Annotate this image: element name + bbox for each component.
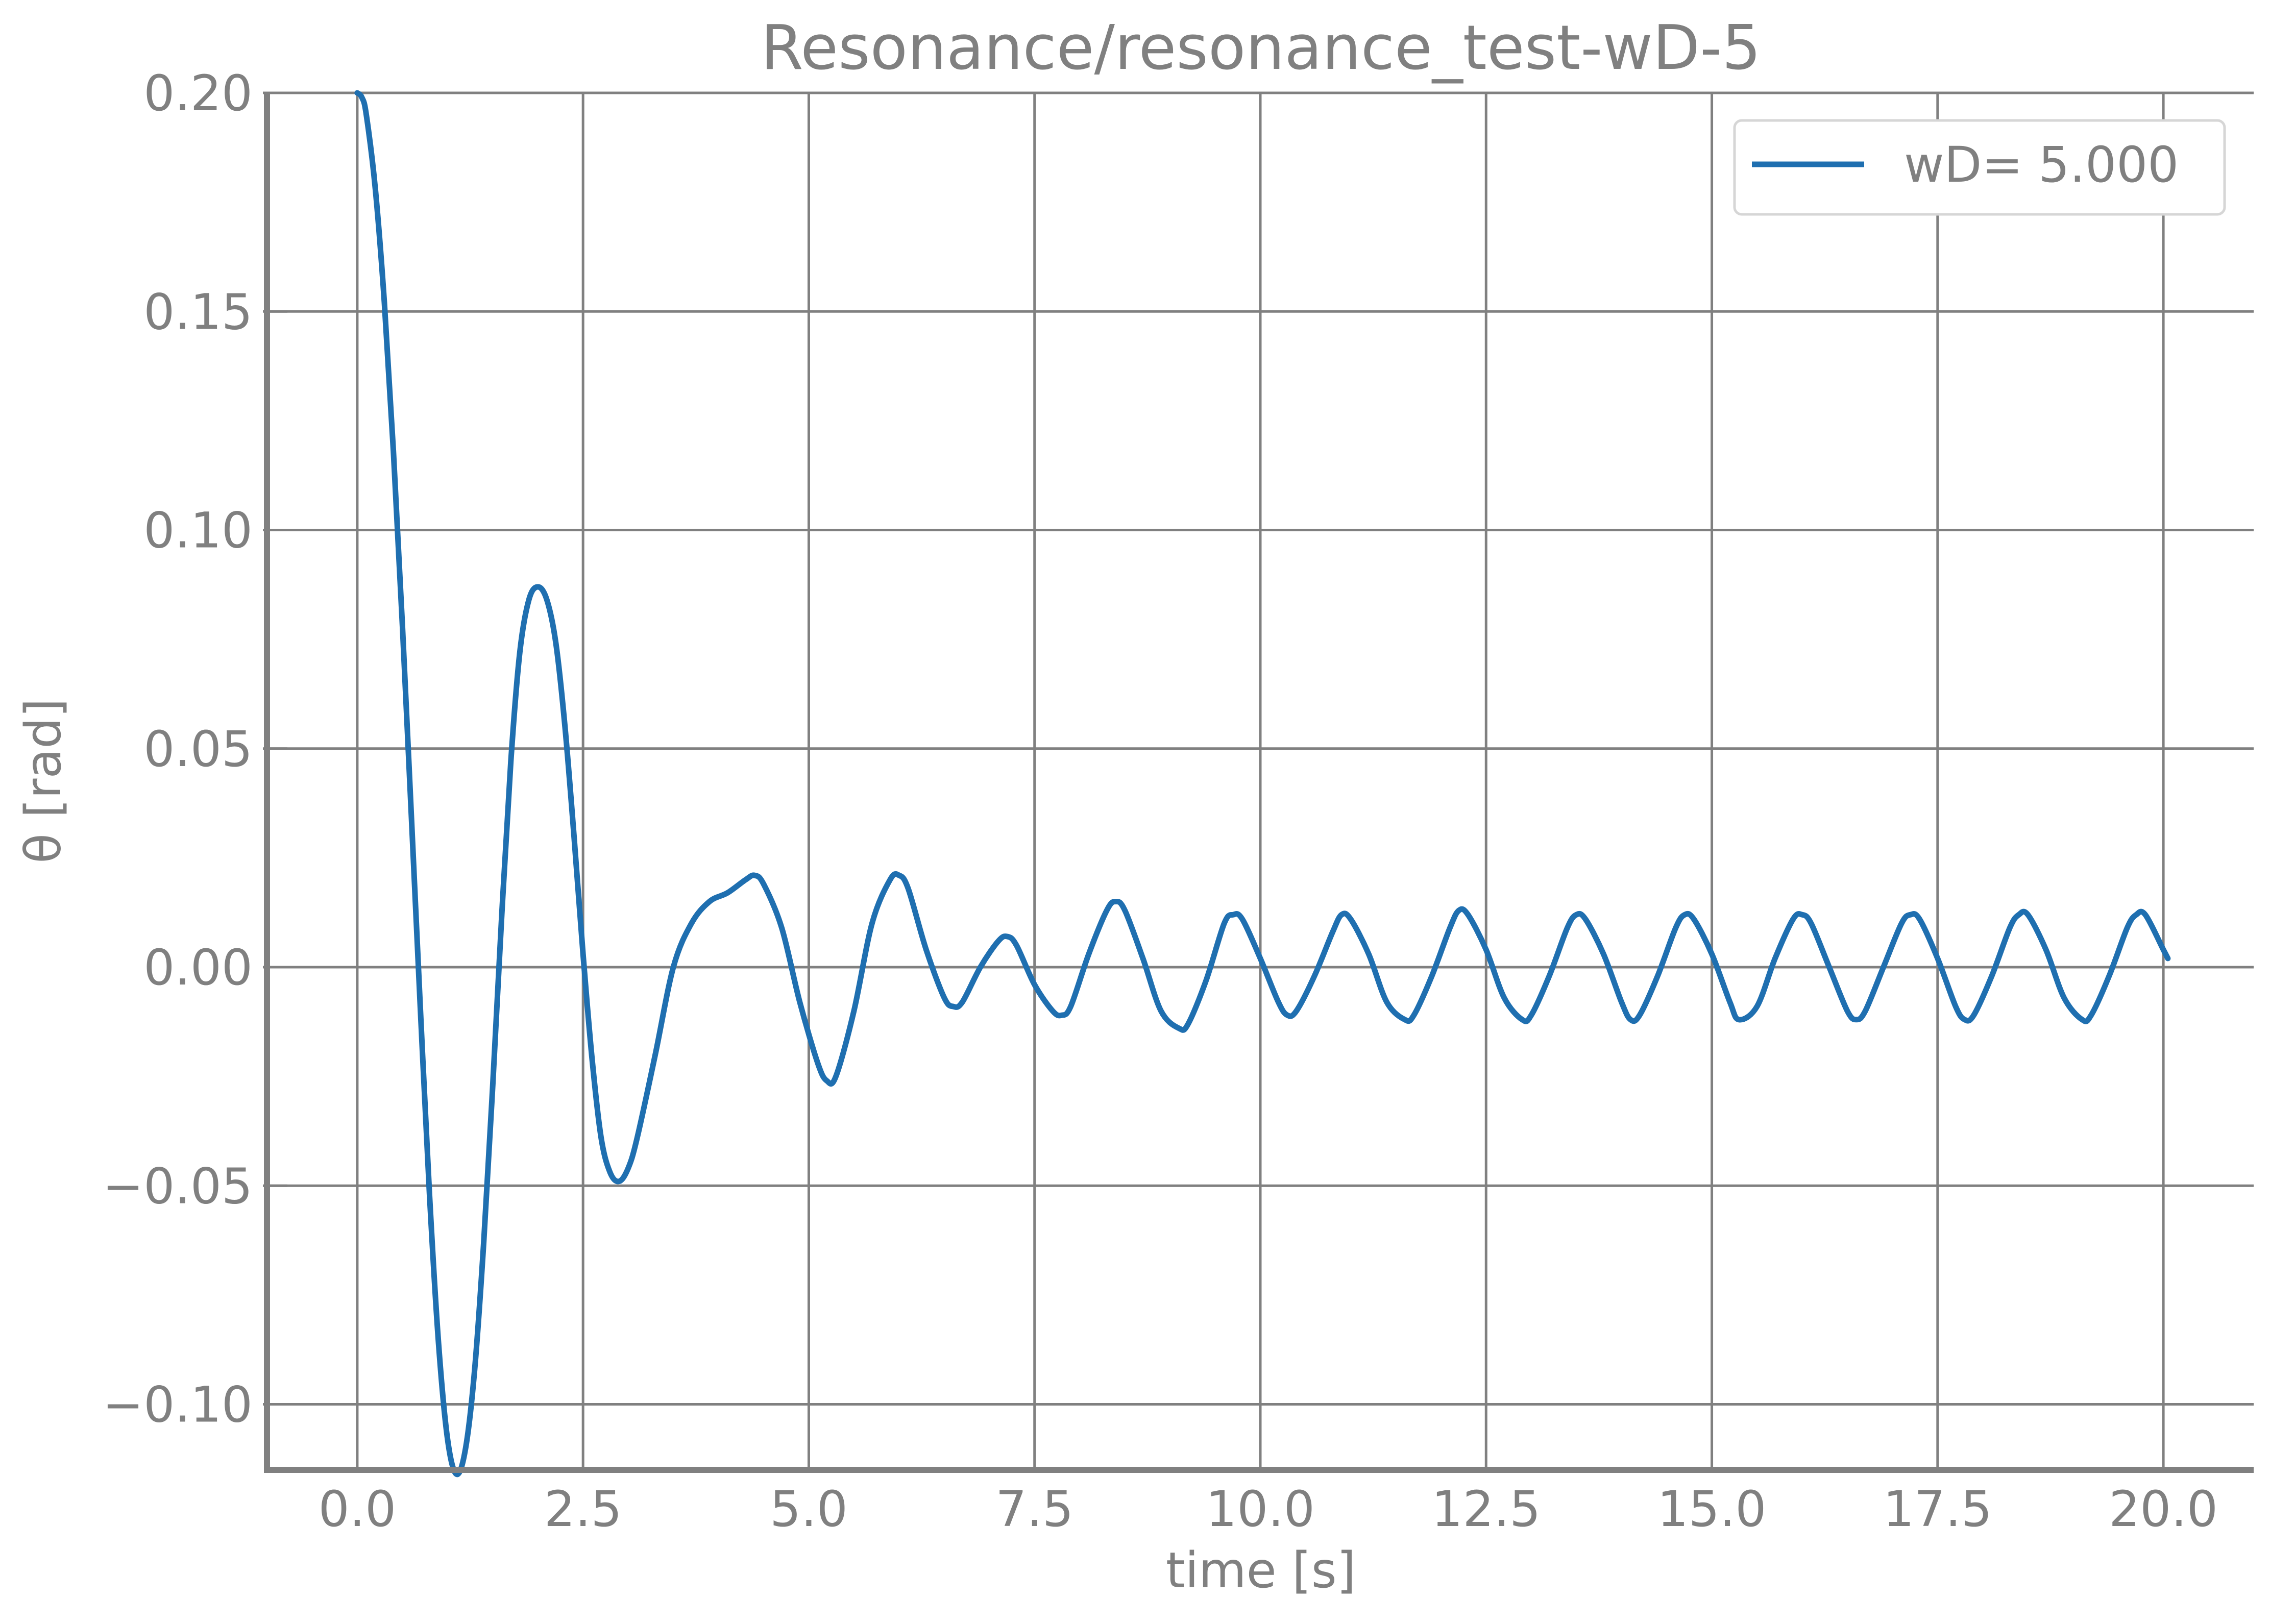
grid-vertical (356, 93, 2165, 1470)
y-tick-label: 0.20 (143, 65, 253, 122)
x-tick-label: 15.0 (1657, 1481, 1767, 1538)
x-tick-label: 7.5 (995, 1481, 1073, 1538)
chart-title: Resonance/resonance_test-wD-5 (761, 13, 1761, 84)
legend: wD= 5.000 (1733, 119, 2226, 216)
x-tick-label: 10.0 (1206, 1481, 1315, 1538)
y-tick-label: −0.05 (103, 1158, 253, 1215)
legend-box (1733, 119, 2226, 216)
y-tick-label: 0.05 (143, 721, 253, 778)
grid-horizontal (263, 91, 2254, 1406)
x-axis-title: time [s] (1166, 1542, 1356, 1599)
x-tick-label: 17.5 (1883, 1481, 1992, 1538)
x-tick-label: 2.5 (544, 1481, 622, 1538)
x-tick-label: 0.0 (319, 1481, 397, 1538)
legend-label: wD= 5.000 (1904, 136, 2179, 193)
x-tick-label: 20.0 (2109, 1481, 2218, 1538)
y-tick-label: 0.15 (143, 283, 253, 340)
y-axis-title: θ [rad] (15, 698, 72, 863)
y-tick-labels: −0.10 −0.05 0.00 0.05 0.10 0.15 0.20 (103, 65, 253, 1434)
x-tick-labels: 0.0 2.5 5.0 7.5 10.0 12.5 15.0 17.5 20.0 (319, 1481, 2218, 1538)
series-layer (354, 90, 2171, 1478)
x-tick-label: 12.5 (1431, 1481, 1541, 1538)
y-tick-label: −0.10 (103, 1376, 253, 1434)
x-tick-label: 5.0 (770, 1481, 848, 1538)
y-tick-label: 0.10 (143, 502, 253, 559)
series-line (354, 90, 2171, 1478)
y-tick-label: 0.00 (143, 939, 253, 996)
